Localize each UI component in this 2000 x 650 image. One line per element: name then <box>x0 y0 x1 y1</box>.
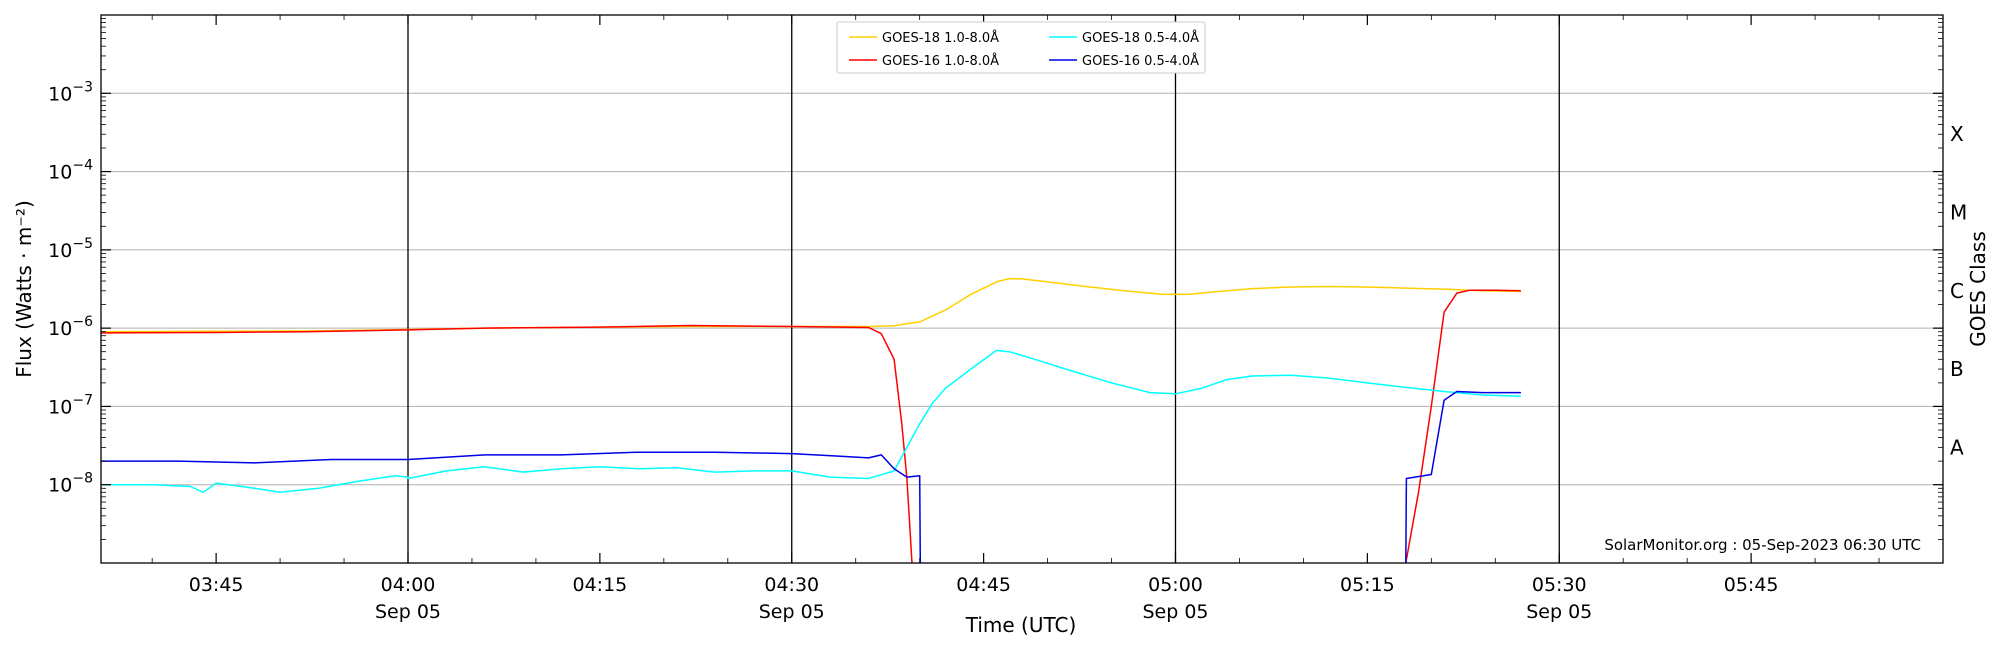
y-tick-label: 10−3 <box>48 79 93 105</box>
x-tick-label: 05:45 <box>1724 574 1779 596</box>
legend-label: GOES-18 0.5-4.0Å <box>1082 30 1199 46</box>
x-tick-label: 03:45 <box>189 574 244 596</box>
x-tick-label: 04:30 <box>764 574 819 596</box>
axis-ticks: 10−8 10−7 10−6 10−5 10−4 10−3 03:45 04:00 Sep 05… <box>48 15 1943 623</box>
plot-frame <box>100 14 1944 564</box>
series-line <box>101 277 1521 333</box>
x-tick-date-label: Sep 05 <box>759 601 825 623</box>
series-line <box>101 451 922 563</box>
y-tick-label: 10−6 <box>48 314 93 340</box>
x-tick-label: 04:15 <box>572 574 627 596</box>
x-tick-date-label: Sep 05 <box>1526 601 1592 623</box>
goes-class-label: X <box>1950 122 1964 146</box>
series-line-segment <box>1405 390 1521 563</box>
x-tick-label: 04:00 <box>381 574 436 596</box>
legend-label: GOES-16 1.0-8.0Å <box>882 53 999 69</box>
x-tick-label: 05:00 <box>1148 574 1203 596</box>
grid-lines <box>101 15 1943 563</box>
y-tick-label: 10−5 <box>48 236 93 262</box>
x-axis-title: Time (UTC) <box>965 613 1077 637</box>
legend-label: GOES-16 0.5-4.0Å <box>1082 53 1199 69</box>
legend: GOES-18 1.0-8.0Å GOES-16 1.0-8.0Å GOES-18 … <box>836 21 1206 74</box>
credit-text: SolarMonitor.org : 05-Sep-2023 06:30 UTC <box>1604 536 1921 554</box>
series-lines <box>101 277 1521 563</box>
x-tick-label: 04:45 <box>956 574 1011 596</box>
y-axis-title: Flux (Watts · m⁻²) <box>12 200 36 378</box>
goes-class-label: C <box>1950 279 1964 303</box>
x-tick-date-label: Sep 05 <box>375 601 441 623</box>
right-y-axis-title: GOES Class <box>1966 231 1990 347</box>
goes-class-labels: A B C M X <box>1950 122 1967 459</box>
series-line <box>101 324 913 563</box>
x-tick-label: 05:15 <box>1340 574 1395 596</box>
legend-box <box>836 21 1206 74</box>
y-tick-label: 10−7 <box>48 392 93 418</box>
y-tick-label: 10−4 <box>48 158 93 184</box>
series-line-segment <box>1405 289 1521 563</box>
legend-label: GOES-18 1.0-8.0Å <box>882 30 999 46</box>
goes-class-label: A <box>1950 435 1964 459</box>
y-tick-label: 10−8 <box>48 471 93 497</box>
x-tick-label: 05:30 <box>1532 574 1587 596</box>
x-tick-date-label: Sep 05 <box>1142 601 1208 623</box>
goes-class-label: M <box>1950 201 1967 225</box>
goes-class-label: B <box>1950 357 1964 381</box>
series-line <box>101 349 1521 494</box>
